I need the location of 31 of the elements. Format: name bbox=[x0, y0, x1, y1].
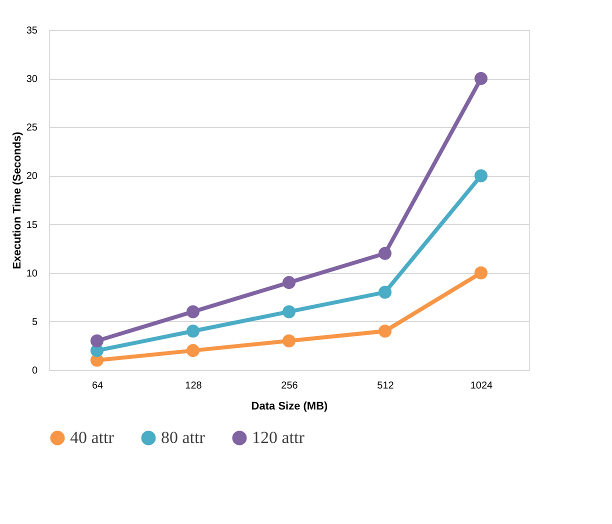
point bbox=[282, 276, 296, 290]
point bbox=[90, 334, 104, 348]
y-tick-label: 35 bbox=[26, 26, 38, 36]
point bbox=[186, 305, 200, 318]
point bbox=[186, 324, 200, 338]
point bbox=[378, 324, 392, 338]
legend-label: 80 attr bbox=[161, 428, 206, 447]
y-tick-label: 30 bbox=[26, 74, 38, 86]
y-tick-label: 0 bbox=[32, 366, 38, 376]
x-axis-title: Data Size (MB) bbox=[251, 400, 328, 412]
point bbox=[186, 344, 200, 358]
point bbox=[282, 305, 296, 318]
point bbox=[378, 246, 392, 260]
point bbox=[474, 266, 488, 280]
y-tick-label: 10 bbox=[26, 268, 38, 280]
y-tick-label: 15 bbox=[26, 220, 38, 231]
legend-label: 40 attr bbox=[70, 428, 114, 447]
point bbox=[282, 334, 296, 348]
x-tick-label: 128 bbox=[185, 380, 202, 392]
y-tick-label: 5 bbox=[32, 316, 38, 328]
point bbox=[378, 286, 392, 299]
y-axis-title: Execution Time (Seconds) bbox=[11, 132, 24, 270]
point bbox=[474, 169, 488, 182]
x-tick-label: 256 bbox=[281, 380, 298, 392]
y-tick-label: 20 bbox=[26, 171, 38, 182]
point bbox=[474, 72, 488, 86]
x-tick-label: 512 bbox=[377, 380, 394, 392]
x-tick-label: 1024 bbox=[470, 380, 494, 392]
x-tick-label: 64 bbox=[92, 380, 104, 392]
legend-label: 120 attr bbox=[252, 428, 305, 447]
y-tick-label: 25 bbox=[26, 122, 38, 134]
